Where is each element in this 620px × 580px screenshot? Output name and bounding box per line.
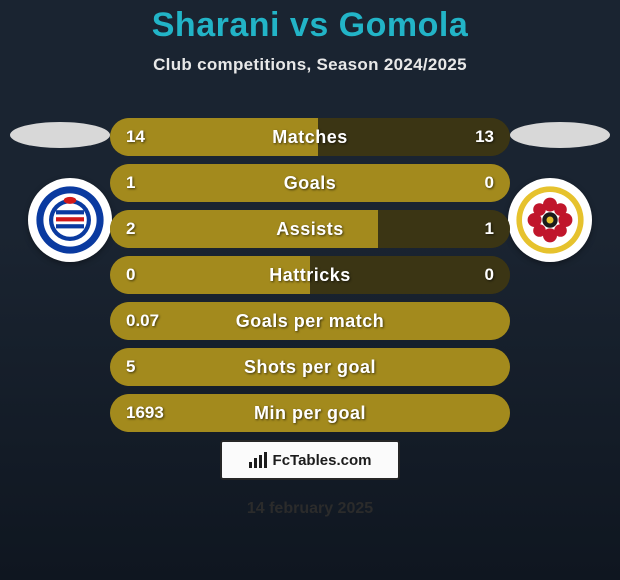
comparison-card: Sharani vs Gomola Club competitions, Sea… [0,0,620,580]
stat-label: Goals per match [110,302,510,340]
stat-value-left: 5 [126,348,135,386]
club-crest-right [508,178,592,262]
stats-block: Matches1413Goals10Assists21Hattricks00Go… [110,118,510,440]
season-subtitle: Club competitions, Season 2024/2025 [0,55,620,75]
footer-date: 14 february 2025 [0,500,620,518]
stat-label: Matches [110,118,510,156]
stat-value-right: 1 [485,210,494,248]
stat-row: Hattricks0 0 [110,256,510,294]
crest-right-svg [515,185,585,255]
stat-label: Min per goal [110,394,510,432]
player-shadow-right [510,122,610,148]
stat-value-right: 13 [475,118,494,156]
stat-label: Goals [110,164,510,202]
stat-value-left: 0.07 [126,302,159,340]
stat-value-left: 2 [126,210,135,248]
stat-value-left: 0 [126,256,135,294]
stat-row: Goals1 0 [110,164,510,202]
stat-value-left: 1693 [126,394,164,432]
brand-chart-icon [249,452,267,468]
stat-row: Matches14 13 [110,118,510,156]
stat-value-left: 1 [126,164,135,202]
brand-badge[interactable]: FcTables.com [220,440,400,480]
stat-label: Assists [110,210,510,248]
stat-value-right: 0 [485,164,494,202]
stat-value-left: 14 [126,118,145,156]
stat-row: Assists2 1 [110,210,510,248]
stat-row: Min per goal1693 [110,394,510,432]
player-shadow-left [10,122,110,148]
crest-left-svg [35,185,105,255]
stat-row: Goals per match0.07 [110,302,510,340]
stat-label: Hattricks [110,256,510,294]
stat-label: Shots per goal [110,348,510,386]
stat-row: Shots per goal5 [110,348,510,386]
stat-value-right: 0 [485,256,494,294]
brand-label: FcTables.com [273,452,372,469]
club-crest-left [28,178,112,262]
page-title: Sharani vs Gomola [0,0,620,45]
